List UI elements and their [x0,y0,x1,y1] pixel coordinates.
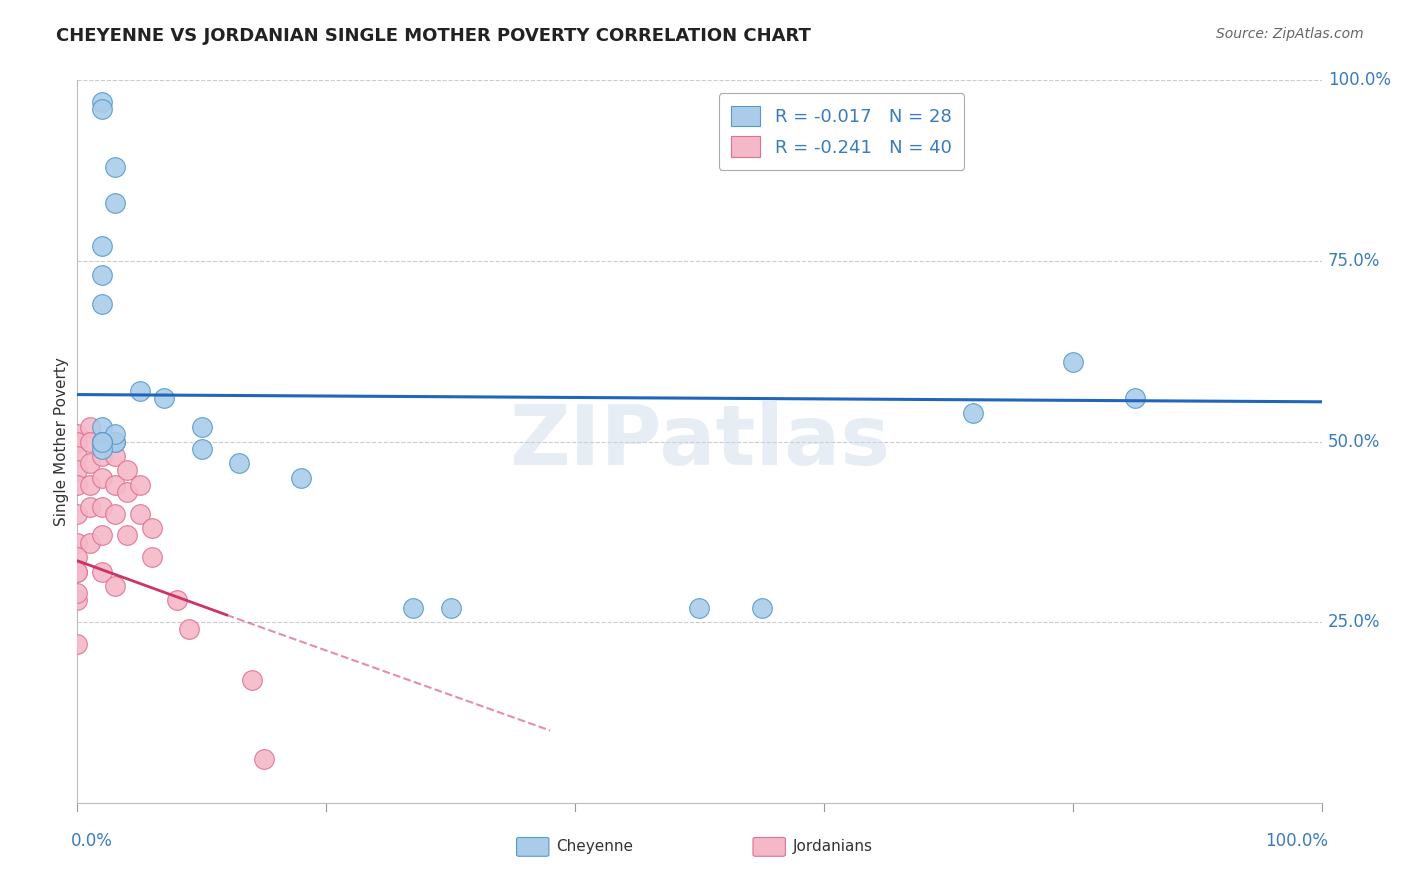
Point [66,550,89,565]
Point [115,463,138,477]
Point [91,434,114,449]
Point [104,449,127,463]
Point [104,478,127,492]
Point [91,268,114,283]
Point [66,463,89,477]
Point [66,565,89,579]
Point [115,485,138,500]
Point [66,586,89,600]
Text: 100.0%: 100.0% [1265,831,1327,850]
Text: 0.0%: 0.0% [72,831,112,850]
Point [115,528,138,542]
FancyBboxPatch shape [516,838,548,856]
Point [91,470,114,484]
Point [962,406,984,420]
Point [66,535,89,549]
Point [79,434,101,449]
Point [240,673,263,687]
Point [751,600,773,615]
Point [104,579,127,593]
Point [128,384,150,398]
FancyBboxPatch shape [754,838,786,856]
Point [66,565,89,579]
Point [66,637,89,651]
Point [166,593,188,607]
Text: 25.0%: 25.0% [1327,613,1381,632]
Point [104,434,127,449]
Point [91,434,114,449]
Point [91,297,114,311]
Legend: R = -0.017   N = 28, R = -0.241   N = 40: R = -0.017 N = 28, R = -0.241 N = 40 [718,93,965,169]
Point [1062,355,1084,369]
Text: Source: ZipAtlas.com: Source: ZipAtlas.com [1216,27,1364,41]
Point [79,478,101,492]
Point [104,196,127,211]
Point [91,442,114,456]
Y-axis label: Single Mother Poverty: Single Mother Poverty [53,357,69,526]
Text: 100.0%: 100.0% [1327,71,1391,89]
Text: CHEYENNE VS JORDANIAN SINGLE MOTHER POVERTY CORRELATION CHART: CHEYENNE VS JORDANIAN SINGLE MOTHER POVE… [56,27,811,45]
Point [141,550,163,565]
Point [91,500,114,514]
Point [228,456,250,470]
Point [66,478,89,492]
Point [290,470,312,484]
Point [128,478,150,492]
Point [79,420,101,434]
Point [79,500,101,514]
Point [91,565,114,579]
Text: 75.0%: 75.0% [1327,252,1381,270]
Text: Cheyenne: Cheyenne [557,838,633,854]
Point [91,528,114,542]
Point [104,160,127,174]
Point [66,507,89,521]
Point [402,600,425,615]
Point [141,521,163,535]
Point [66,434,89,449]
Point [1123,391,1146,405]
Point [104,427,127,442]
Point [191,442,214,456]
Point [689,600,711,615]
Point [253,752,276,766]
Point [79,456,101,470]
Text: Jordanians: Jordanians [793,838,873,854]
Point [91,420,114,434]
Point [91,449,114,463]
Point [91,434,114,449]
Point [439,600,461,615]
Point [91,239,114,253]
Point [91,102,114,116]
Point [66,449,89,463]
Point [79,535,101,549]
Point [104,507,127,521]
Point [66,427,89,442]
Point [179,623,201,637]
Point [91,95,114,109]
Text: ZIPatlas: ZIPatlas [509,401,890,482]
Text: 50.0%: 50.0% [1327,433,1381,450]
Point [104,434,127,449]
Point [66,593,89,607]
Point [128,507,150,521]
Point [153,391,176,405]
Point [91,434,114,449]
Point [191,420,214,434]
